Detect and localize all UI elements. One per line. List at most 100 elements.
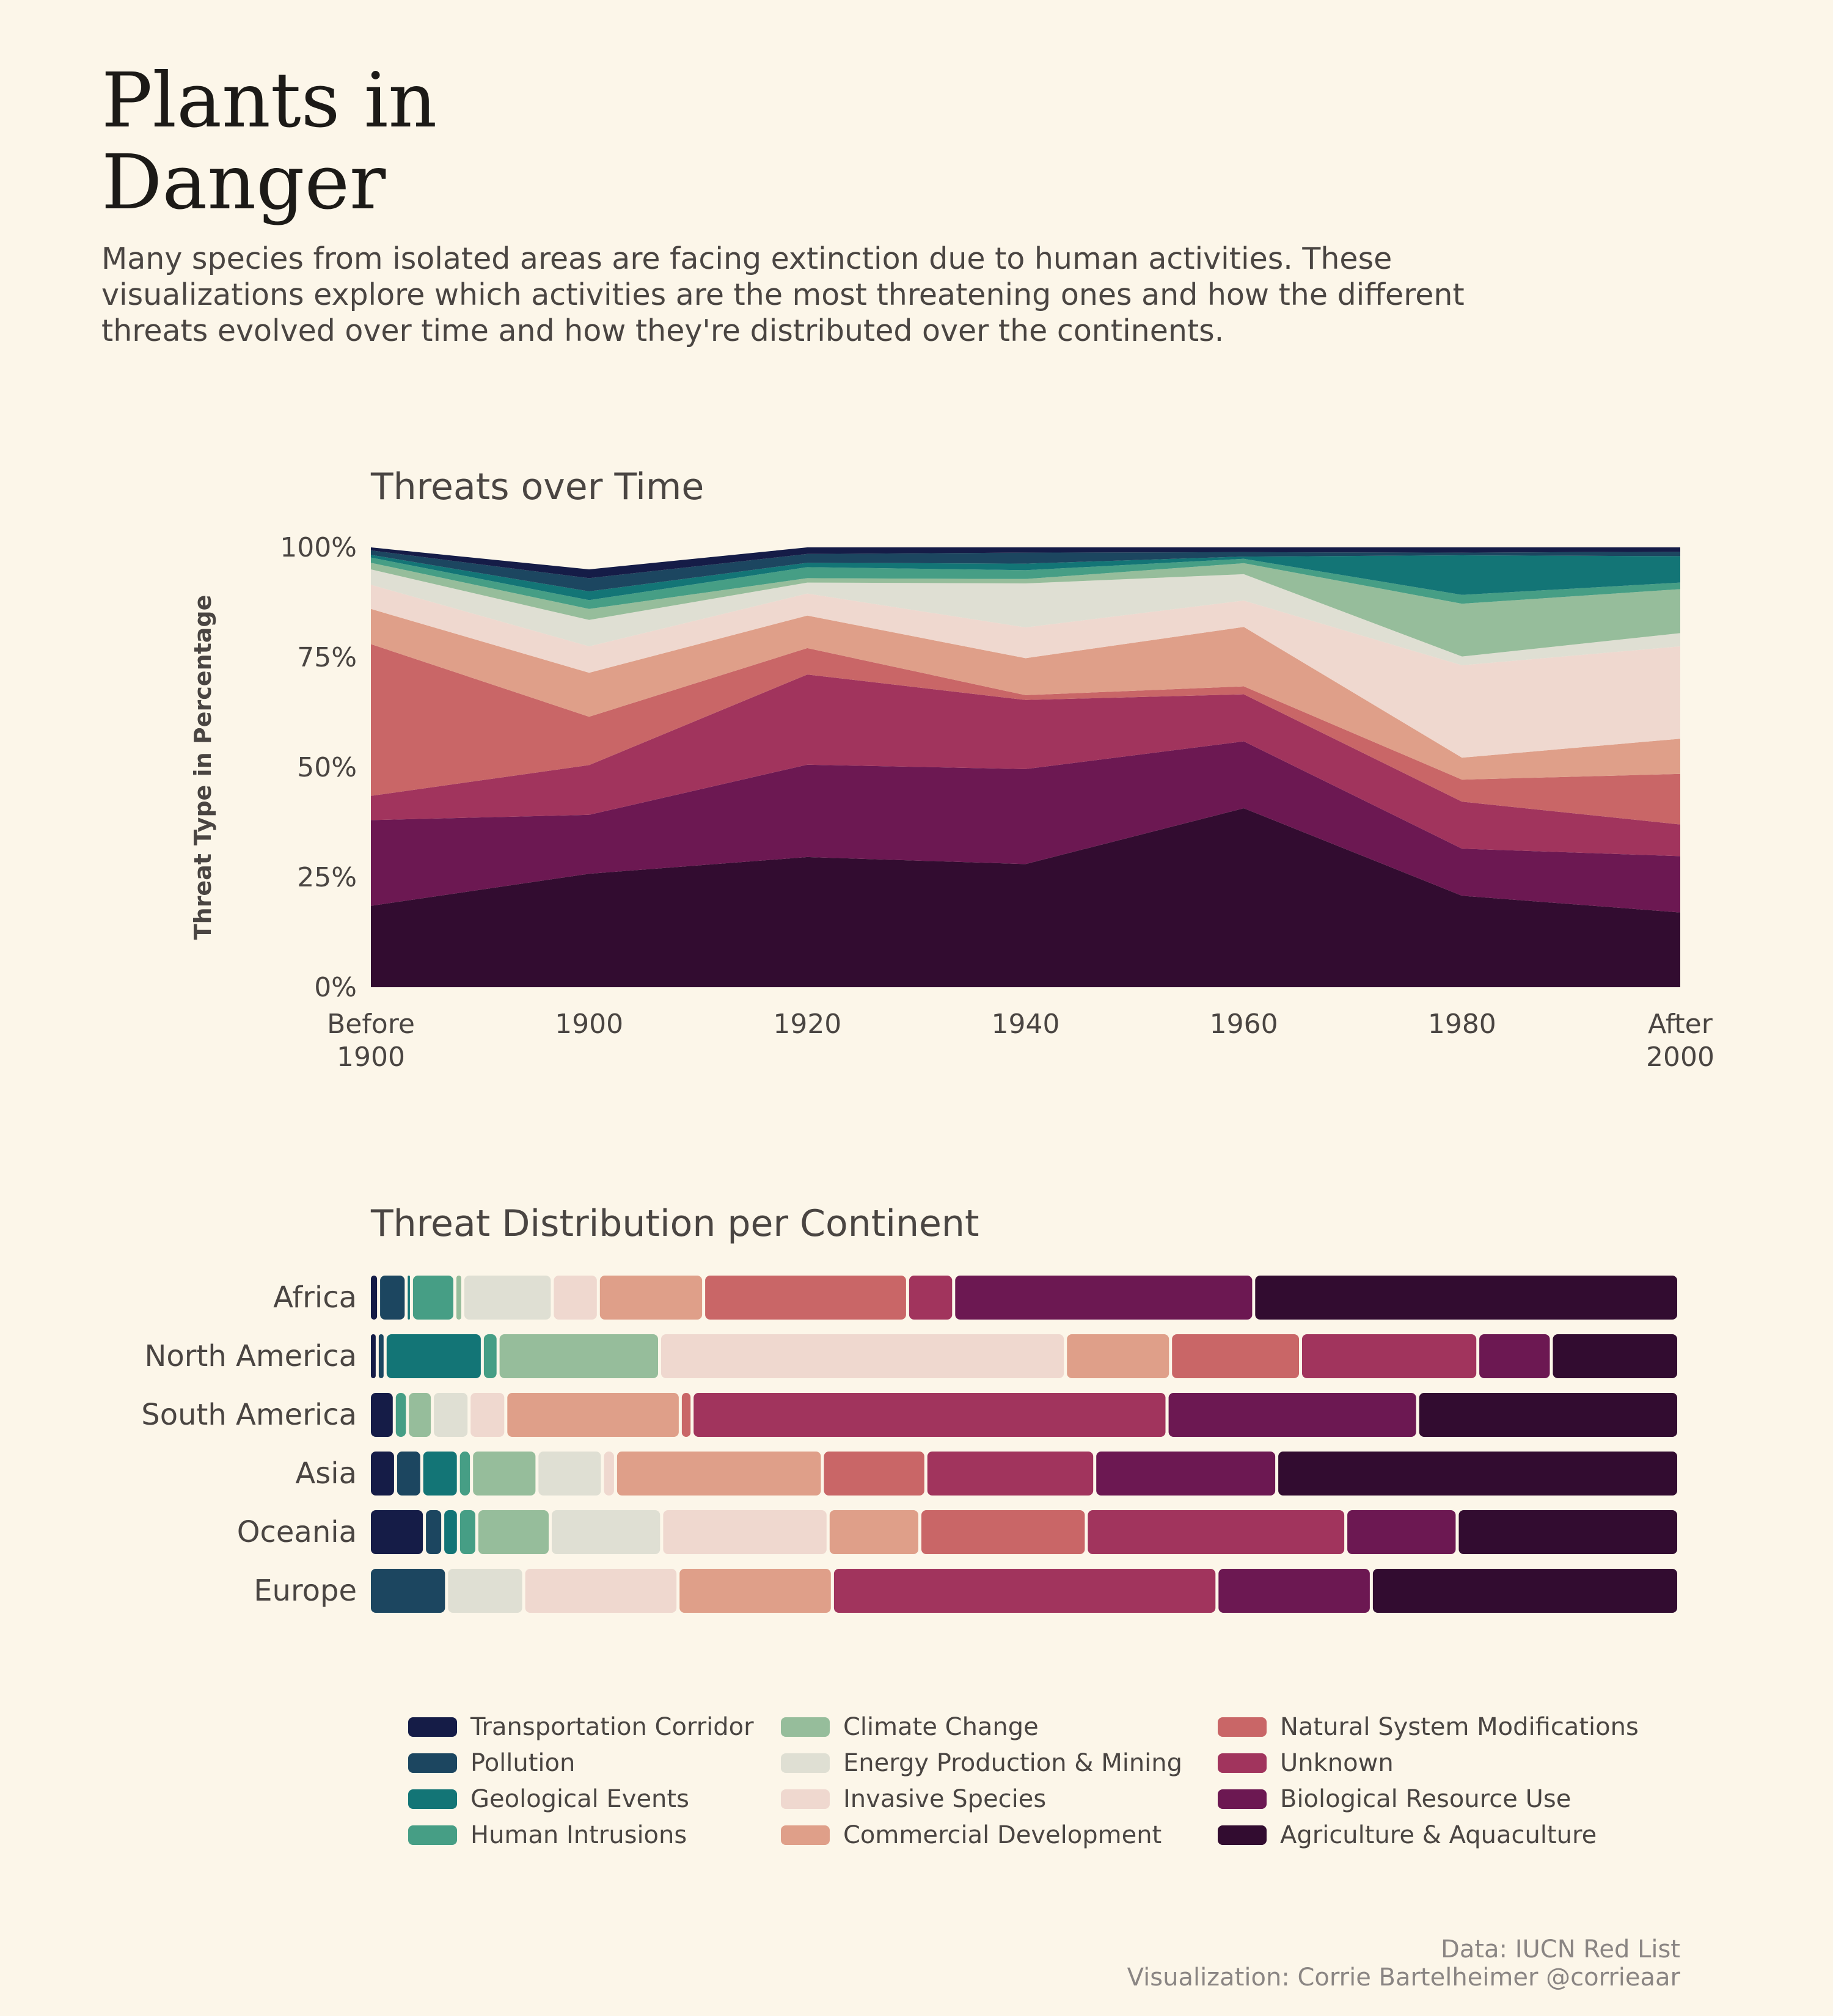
bar-segment-oceania-biological-resource-use <box>1347 1510 1456 1554</box>
bar-segment-asia-pollution <box>397 1452 420 1496</box>
y-tick-label: 0% <box>314 972 357 1003</box>
x-tick-label: 1960 <box>1210 1009 1278 1040</box>
legend-label: Transportation Corridor <box>470 1712 754 1741</box>
bar-segment-north-america-climate-change <box>499 1334 658 1378</box>
x-tick-label: 1980 <box>1428 1009 1496 1040</box>
legend-swatch <box>781 1717 830 1737</box>
bar-segment-north-america-transportation-corridor <box>371 1334 376 1378</box>
area-layer-unknown <box>371 674 1680 856</box>
bar-segment-africa-agriculture-and-aquaculture <box>1255 1276 1677 1320</box>
area-layer-biological-resource-use <box>371 741 1680 913</box>
x-tick-label: Before 1900 <box>327 1009 415 1073</box>
continent-label-north-america: North America <box>144 1339 357 1373</box>
legend-label: Human Intrusions <box>470 1821 687 1849</box>
bar-segment-south-america-invasive-species <box>470 1393 505 1437</box>
legend-item-human-intrusions: Human Intrusions <box>408 1819 781 1851</box>
bar-segment-africa-pollution <box>380 1276 405 1320</box>
legend-item-invasive-species: Invasive Species <box>781 1783 1218 1815</box>
x-tick-label: After 2000 <box>1646 1009 1714 1073</box>
bar-segment-africa-invasive-species <box>554 1276 597 1320</box>
legend-label: Commercial Development <box>843 1821 1162 1849</box>
bar-segment-oceania-natural-system-modifications <box>921 1510 1085 1554</box>
bar-segment-asia-energy-production-and-mining <box>538 1452 601 1496</box>
bar-segment-europe-energy-production-and-mining <box>448 1569 522 1613</box>
area-chart: 0% 25% 50% 75% 100% Before 1900 1900 1920 1940 19… <box>189 532 1714 1073</box>
area-layer-commercial-development <box>371 608 1680 780</box>
bar-segment-south-america-unknown <box>693 1393 1166 1437</box>
page-subtitle: Many species from isolated areas are fac… <box>101 241 1465 348</box>
legend-item-commercial-development: Commercial Development <box>781 1819 1218 1851</box>
bar-segment-south-america-transportation-corridor <box>371 1393 393 1437</box>
bar-segment-south-america-energy-production-and-mining <box>434 1393 468 1437</box>
legend-item-transportation-corridor: Transportation Corridor <box>408 1711 781 1743</box>
bar-segment-north-america-biological-resource-use <box>1479 1334 1550 1378</box>
legend-item-biological-resource-use: Biological Resource Use <box>1218 1783 1645 1815</box>
continent-label-africa: Africa <box>273 1280 357 1315</box>
bar-segment-asia-human-intrusions <box>459 1452 470 1496</box>
legend-label: Pollution <box>470 1748 576 1777</box>
legend: Transportation Corridor Pollution Geologic… <box>408 1711 1703 1851</box>
y-tick-label: 75% <box>297 642 357 673</box>
bar-segment-africa-geological-events <box>408 1276 410 1320</box>
legend-swatch <box>408 1717 457 1737</box>
legend-swatch <box>781 1789 830 1809</box>
legend-swatch <box>1218 1717 1267 1737</box>
legend-swatch <box>408 1825 457 1845</box>
bar-chart-category-labels: Africa North America South America Asia Ocea… <box>141 1280 357 1608</box>
bar-segment-oceania-unknown <box>1088 1510 1345 1554</box>
bar-segment-asia-unknown <box>927 1452 1094 1496</box>
x-tick-label: 1940 <box>992 1009 1060 1040</box>
bar-segment-oceania-human-intrusions <box>459 1510 475 1554</box>
y-tick-label: 25% <box>297 862 357 893</box>
legend-item-pollution: Pollution <box>408 1747 781 1779</box>
y-tick-label: 100% <box>280 532 357 563</box>
legend-label: Climate Change <box>843 1712 1039 1741</box>
bar-segment-europe-biological-resource-use <box>1218 1569 1370 1613</box>
legend-item-natural-system-modifications: Natural System Modifications <box>1218 1711 1645 1743</box>
bar-segment-africa-climate-change <box>456 1276 461 1320</box>
bar-segment-south-america-human-intrusions <box>395 1393 406 1437</box>
legend-swatch <box>408 1753 457 1773</box>
legend-swatch <box>408 1789 457 1809</box>
bar-segment-south-america-natural-system-modifications <box>681 1393 691 1437</box>
bar-segment-africa-energy-production-and-mining <box>464 1276 551 1320</box>
area-chart-layers <box>371 547 1680 987</box>
bar-segment-north-america-geological-events <box>386 1334 481 1378</box>
bar-segment-asia-agriculture-and-aquaculture <box>1278 1452 1677 1496</box>
bar-segment-europe-invasive-species <box>525 1569 677 1613</box>
bar-segment-africa-commercial-development <box>599 1276 703 1320</box>
legend-swatch <box>1218 1825 1267 1845</box>
bar-segment-europe-commercial-development <box>679 1569 831 1613</box>
legend-item-unknown: Unknown <box>1218 1747 1645 1779</box>
legend-label: Unknown <box>1280 1748 1394 1777</box>
legend-label: Energy Production & Mining <box>843 1748 1183 1777</box>
area-layer-natural-system-modifications <box>371 644 1680 825</box>
area-chart-y-axis-label: Threat Type in Percentage <box>189 595 216 940</box>
legend-item-climate-change: Climate Change <box>781 1711 1218 1743</box>
bar-segment-south-america-agriculture-and-aquaculture <box>1419 1393 1677 1437</box>
bar-segment-oceania-energy-production-and-mining <box>552 1510 660 1554</box>
bar-segment-north-america-commercial-development <box>1067 1334 1169 1378</box>
legend-item-geological-events: Geological Events <box>408 1783 781 1815</box>
bar-segment-north-america-agriculture-and-aquaculture <box>1553 1334 1677 1378</box>
bar-segment-north-america-human-intrusions <box>483 1334 497 1378</box>
page-title-line-2: Danger <box>101 139 386 227</box>
area-layer-agriculture-and-aquaculture <box>371 808 1680 987</box>
bar-segment-south-america-biological-resource-use <box>1168 1393 1416 1437</box>
bar-segment-asia-geological-events <box>423 1452 457 1496</box>
bar-segment-oceania-commercial-development <box>829 1510 918 1554</box>
x-tick-label: 1900 <box>555 1009 623 1040</box>
continent-label-oceania: Oceania <box>237 1515 357 1549</box>
bar-chart-title: Threat Distribution per Continent <box>371 1202 979 1245</box>
bar-segment-north-america-unknown <box>1302 1334 1477 1378</box>
area-chart-x-ticks: Before 1900 1900 1920 1940 1960 1980 After 2000 <box>327 1009 1714 1073</box>
legend-label: Natural System Modifications <box>1280 1712 1639 1741</box>
legend-label: Agriculture & Aquaculture <box>1280 1821 1597 1849</box>
bar-segment-north-america-pollution <box>378 1334 384 1378</box>
bar-segment-oceania-transportation-corridor <box>371 1510 423 1554</box>
area-chart-title: Threats over Time <box>371 466 704 508</box>
bar-chart-segments <box>371 1276 1677 1613</box>
bar-segment-africa-biological-resource-use <box>955 1276 1253 1320</box>
legend-swatch <box>781 1753 830 1773</box>
legend-label: Invasive Species <box>843 1784 1047 1813</box>
